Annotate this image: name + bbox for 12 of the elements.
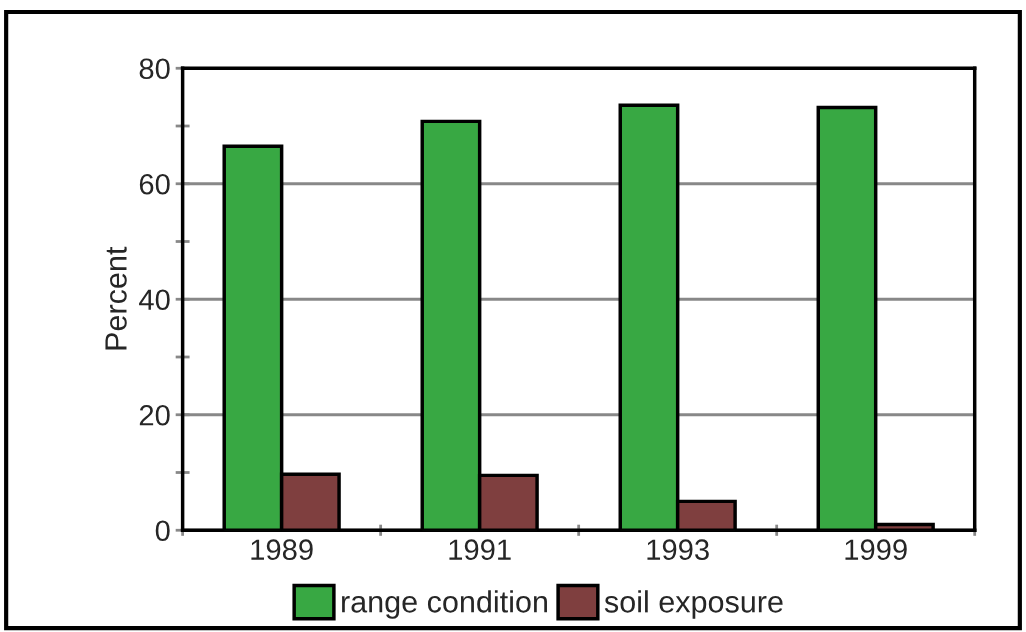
y-tick-label: 40 (139, 289, 170, 311)
legend-label: soil exposure (604, 590, 783, 619)
y-tick-label: 80 (139, 58, 170, 80)
x-tick-label: 1989 (251, 539, 313, 561)
x-tick-label: 1991 (449, 539, 511, 561)
y-tick-label: 60 (139, 173, 170, 195)
y-tick-label: 20 (139, 404, 170, 426)
legend-label: range condition (342, 590, 547, 619)
y-tick-label: 0 (155, 520, 170, 542)
x-tick-label: 1999 (845, 539, 907, 561)
y-axis-title: Percent (105, 246, 127, 350)
x-tick-label: 1993 (647, 539, 709, 561)
